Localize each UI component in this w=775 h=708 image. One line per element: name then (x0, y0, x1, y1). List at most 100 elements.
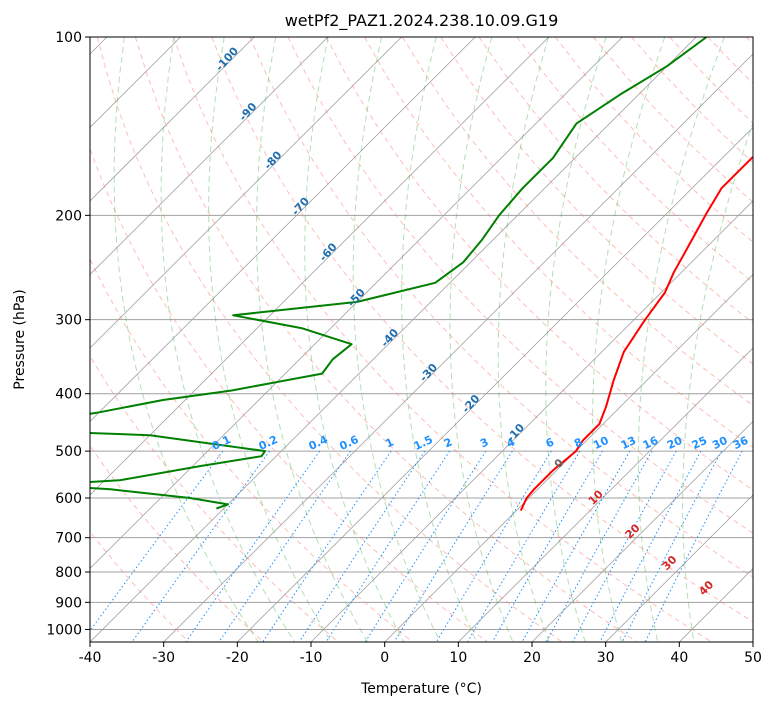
sounding-lines (90, 37, 753, 512)
mixing-ratio-line (467, 450, 581, 642)
isotherm-line (384, 273, 753, 642)
moist-adiabat-line (208, 37, 332, 642)
isotherm-line (163, 53, 753, 642)
y-tick-label: 500 (55, 444, 82, 460)
x-tick-label: 50 (744, 650, 762, 666)
mixing-ratio-label: 16 (641, 434, 661, 452)
y-tick-label: 1000 (46, 622, 82, 638)
x-tick-label: 0 (380, 650, 389, 666)
dry-adiabat-line (363, 37, 753, 448)
moist-adiabat-line (592, 37, 666, 642)
mixing-ratio-line (621, 450, 722, 642)
mixing-ratio-label: 0.1 (210, 433, 233, 453)
isotherm-line (310, 200, 753, 642)
dry-adiabat-line (211, 37, 753, 623)
isotherm-line (90, 37, 623, 570)
y-axis-label: Pressure (hPa) (12, 289, 28, 389)
x-tick-label: 30 (597, 650, 615, 666)
mixing-ratio-label: 6 (544, 435, 557, 450)
dry-adiabat-line (96, 37, 563, 642)
mixing-ratio-line (521, 450, 631, 642)
mixing-ratio-label: 0.2 (257, 433, 280, 453)
y-tick-label: 600 (55, 491, 82, 507)
isotherm-label: -40 (378, 326, 401, 350)
mixing-ratio-line (218, 450, 351, 642)
isotherm-label: -100 (213, 44, 241, 73)
moist-adiabat-line (637, 37, 725, 642)
dry-adiabat-line (90, 354, 339, 642)
dry-adiabat-line (90, 444, 264, 642)
moist-adiabat-line (304, 37, 405, 642)
mixing-ratio-label: 8 (572, 435, 584, 450)
y-tick-label: 200 (55, 208, 82, 224)
moist-adiabat-line (497, 37, 550, 642)
dry-adiabat-line (249, 37, 753, 578)
mixing-ratio-label: 20 (665, 434, 685, 452)
moist-adiabat-line (113, 37, 259, 642)
dry-adiabat-line (90, 257, 414, 642)
dry-adiabat-line (90, 530, 190, 642)
mixing-ratio-line (90, 450, 224, 632)
mixing-ratio-label: 13 (619, 434, 638, 452)
isotherm-line (531, 420, 753, 642)
moist-adiabat-line (682, 121, 753, 642)
isotherm-label: -30 (417, 361, 440, 385)
mixing-ratio-line (545, 450, 653, 642)
mixing-ratio-line (572, 450, 677, 642)
isotherm-line (90, 37, 697, 642)
mixing-ratio-label: 2 (442, 435, 454, 450)
dry-adiabat-line (745, 37, 753, 45)
axes: -40 -30 -20 -10 0 10 20 30 40 5010020030040050060… (46, 30, 762, 666)
mixing-ratio-line (435, 450, 552, 642)
y-tick-label: 900 (55, 595, 82, 611)
isotherm-line (458, 347, 753, 642)
mixing-ratio-label: 30 (710, 434, 730, 452)
isotherm-line (605, 494, 753, 642)
isotherm-label: -50 (345, 286, 368, 310)
chart-title: wetPf2_PAZ1.2024.238.10.09.G19 (285, 11, 559, 31)
isotherm-label: -20 (460, 392, 483, 416)
dry-adiabat-line (402, 37, 753, 407)
mixing-ratio-label: 25 (690, 434, 709, 452)
dry-adiabat-line (440, 37, 753, 365)
moist-adiabat-line (352, 37, 441, 642)
dry-adiabat-line (554, 37, 753, 243)
mixing-ratio-label: 0.6 (337, 433, 360, 453)
mixing-ratio-line (262, 450, 392, 642)
mixing-ratio-label: 1.5 (412, 433, 435, 453)
plot-frame (89, 36, 754, 643)
temperature-profile-line (519, 155, 753, 512)
moist-adiabat-line (255, 37, 369, 642)
dry-adiabat-line (287, 37, 753, 534)
dry-adiabat-line (669, 37, 753, 124)
x-tick-label: 20 (523, 650, 541, 666)
isotherm-line (90, 37, 550, 496)
moist-adiabat-label: 20 (623, 521, 643, 541)
isotherm-line (90, 37, 255, 202)
x-tick-label: 10 (449, 650, 467, 666)
x-tick-label: -20 (226, 650, 249, 666)
mixing-ratio-line (185, 450, 321, 642)
isotherm-line (90, 37, 402, 349)
moist-adiabat-label: 10 (586, 487, 606, 507)
isotherm-line (90, 37, 329, 275)
dry-adiabat-line (173, 37, 712, 642)
x-tick-label: -10 (300, 650, 323, 666)
dry-adiabat-line (90, 147, 488, 642)
y-tick-label: 100 (55, 30, 82, 46)
dry-adiabat-line (592, 37, 753, 203)
dewpoint-profile-line (90, 37, 708, 510)
moist-adiabat-label: 40 (696, 578, 716, 598)
mixing-ratio-label: 3 (478, 435, 490, 450)
mixing-ratio-label: 0.4 (307, 433, 330, 453)
dry-adiabat-line (325, 37, 753, 491)
x-tick-label: 40 (670, 650, 688, 666)
mixing-ratio-line (298, 450, 426, 642)
moist-adiabat-line (401, 37, 478, 642)
mixing-ratio-line (325, 450, 451, 642)
mixing-ratio-line (491, 450, 603, 642)
isotherm-line (752, 641, 753, 642)
y-tick-label: 400 (55, 387, 82, 403)
moist-adiabat-line (449, 37, 514, 642)
moist-adiabat-label: 30 (660, 553, 680, 573)
